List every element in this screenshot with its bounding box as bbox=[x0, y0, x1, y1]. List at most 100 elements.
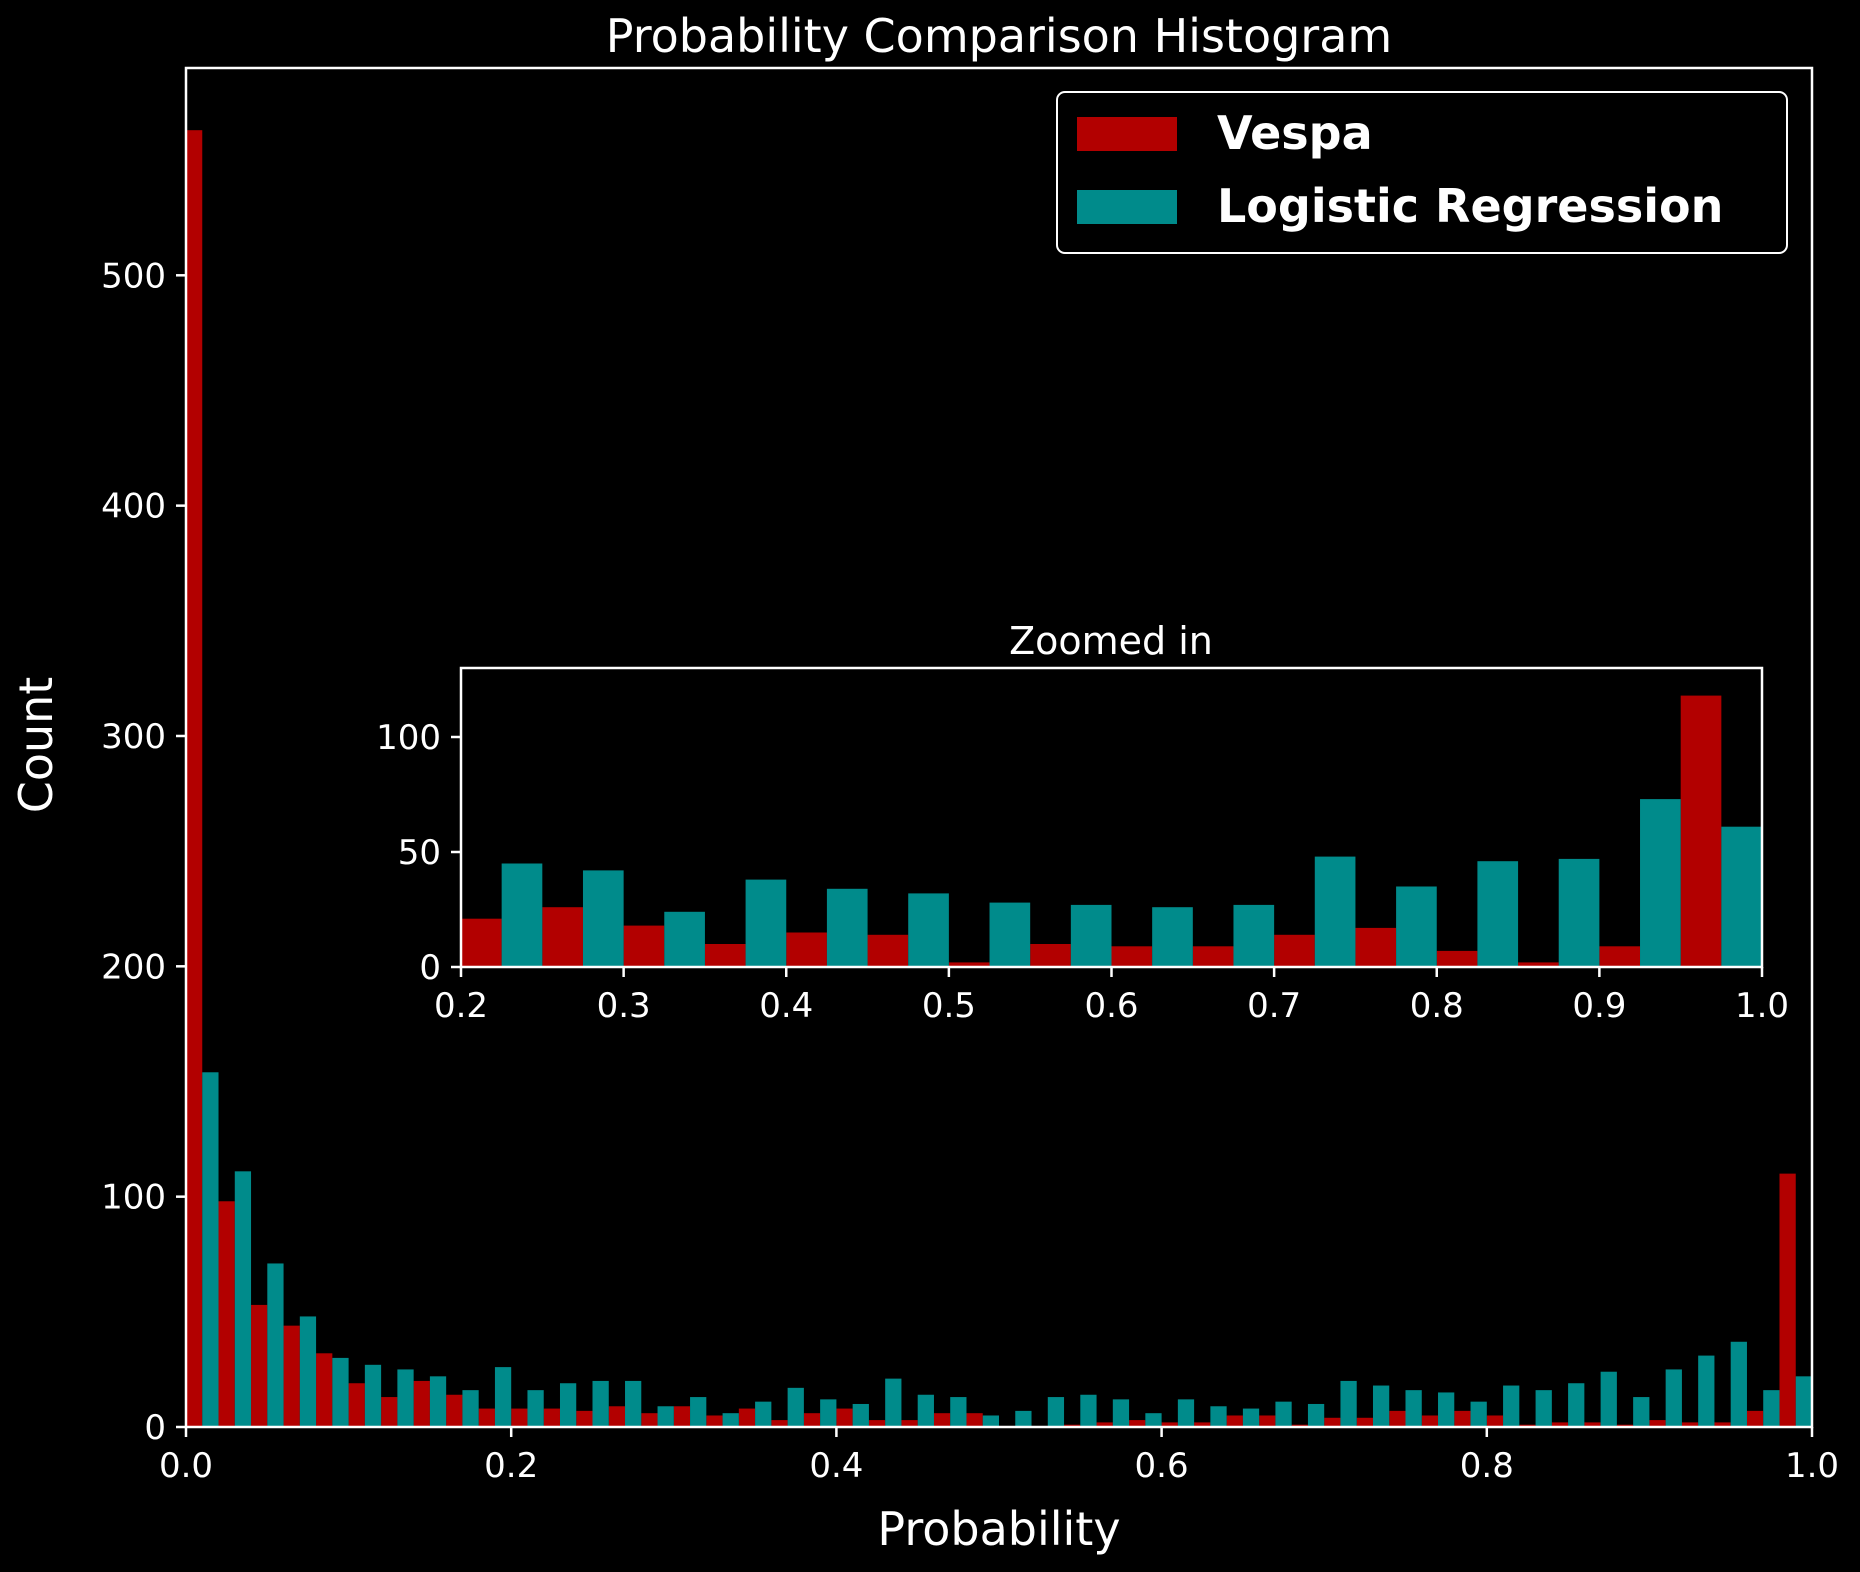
main-bar-logistic-regression-43 bbox=[1600, 1371, 1617, 1427]
main-bar-logistic-regression-13 bbox=[625, 1380, 642, 1427]
main-bar-logistic-regression-44 bbox=[1633, 1397, 1650, 1427]
inset-bar-vespa-9 bbox=[1192, 946, 1234, 967]
main-bar-logistic-regression-45 bbox=[1665, 1369, 1682, 1427]
main-bar-vespa-47 bbox=[1714, 1422, 1731, 1427]
main-bar-logistic-regression-12 bbox=[592, 1380, 609, 1427]
main-bar-logistic-regression-39 bbox=[1470, 1401, 1487, 1427]
inset-x-tick-label-4: 0.6 bbox=[1084, 986, 1138, 1026]
main-bar-logistic-regression-15 bbox=[690, 1397, 707, 1427]
main-bar-logistic-regression-32 bbox=[1242, 1408, 1260, 1427]
main-bar-vespa-5 bbox=[348, 1383, 365, 1427]
inset-bar-vespa-2 bbox=[623, 925, 665, 967]
inset-bar-vespa-8 bbox=[1111, 946, 1153, 967]
main-bar-vespa-43 bbox=[1584, 1422, 1601, 1427]
main-bar-logistic-regression-27 bbox=[1080, 1394, 1097, 1427]
main-bar-logistic-regression-49 bbox=[1795, 1376, 1812, 1427]
main-bar-logistic-regression-1 bbox=[234, 1171, 252, 1427]
inset-bar-logistic-regression-8 bbox=[1152, 907, 1193, 967]
inset-bar-logistic-regression-1 bbox=[582, 870, 624, 967]
main-x-tick-label-4: 0.8 bbox=[1460, 1446, 1514, 1486]
main-bar-logistic-regression-22 bbox=[917, 1394, 934, 1427]
main-bar-vespa-40 bbox=[1486, 1415, 1504, 1427]
main-bars bbox=[186, 130, 1812, 1428]
main-bar-vespa-30 bbox=[1161, 1422, 1178, 1427]
inset-x-tick-label-6: 0.8 bbox=[1410, 986, 1464, 1026]
main-bar-logistic-regression-26 bbox=[1047, 1397, 1065, 1427]
inset-bar-vespa-14 bbox=[1599, 946, 1641, 967]
inset-title: Zoomed in bbox=[1009, 619, 1213, 663]
main-bar-logistic-regression-31 bbox=[1210, 1406, 1227, 1427]
main-bar-logistic-regression-30 bbox=[1177, 1399, 1195, 1427]
main-bar-vespa-20 bbox=[836, 1408, 853, 1427]
main-x-tick-label-3: 0.6 bbox=[1135, 1446, 1189, 1486]
main-bar-vespa-42 bbox=[1551, 1422, 1569, 1427]
main-bar-vespa-35 bbox=[1324, 1417, 1341, 1427]
chart-title: Probability Comparison Histogram bbox=[606, 9, 1392, 63]
main-bar-logistic-regression-42 bbox=[1568, 1383, 1585, 1427]
main-x-tick-label-5: 1.0 bbox=[1785, 1446, 1839, 1486]
inset-bar-logistic-regression-4 bbox=[826, 888, 868, 967]
main-bar-logistic-regression-24 bbox=[982, 1415, 999, 1427]
main-bar-vespa-12 bbox=[576, 1410, 593, 1427]
x-axis-label: Probability bbox=[877, 1502, 1120, 1556]
main-y-tick-label-0: 0 bbox=[144, 1408, 166, 1448]
main-bar-vespa-6 bbox=[381, 1397, 398, 1427]
main-bar-vespa-4 bbox=[316, 1353, 333, 1427]
main-bar-vespa-24 bbox=[966, 1413, 983, 1427]
main-bar-logistic-regression-36 bbox=[1372, 1385, 1390, 1427]
main-bar-logistic-regression-0 bbox=[202, 1072, 219, 1427]
inset-bar-logistic-regression-13 bbox=[1558, 858, 1600, 967]
main-bar-logistic-regression-34 bbox=[1307, 1403, 1325, 1427]
main-bar-logistic-regression-3 bbox=[299, 1316, 317, 1427]
inset-bar-logistic-regression-10 bbox=[1314, 856, 1356, 967]
main-bar-vespa-3 bbox=[283, 1325, 300, 1427]
main-y-tick-label-5: 500 bbox=[101, 256, 166, 296]
main-bar-logistic-regression-20 bbox=[852, 1403, 869, 1427]
inset-bar-logistic-regression-6 bbox=[989, 902, 1031, 967]
main-bar-vespa-7 bbox=[413, 1380, 430, 1427]
main-bar-vespa-46 bbox=[1681, 1422, 1699, 1427]
inset-bar-vespa-15 bbox=[1680, 695, 1722, 967]
inset-y-axis: 0 50 100 bbox=[376, 718, 461, 988]
inset-bar-logistic-regression-0 bbox=[501, 863, 543, 967]
main-bar-logistic-regression-28 bbox=[1112, 1399, 1130, 1427]
main-bar-logistic-regression-48 bbox=[1763, 1390, 1780, 1427]
main-bar-logistic-regression-41 bbox=[1535, 1390, 1552, 1427]
main-bar-logistic-regression-23 bbox=[950, 1397, 967, 1427]
inset-bar-logistic-regression-11 bbox=[1396, 886, 1437, 967]
inset-x-tick-label-7: 0.9 bbox=[1572, 986, 1626, 1026]
inset-x-tick-label-5: 0.7 bbox=[1247, 986, 1301, 1026]
main-bar-vespa-32 bbox=[1226, 1415, 1243, 1427]
main-bar-logistic-regression-38 bbox=[1438, 1392, 1455, 1427]
inset-bar-vespa-10 bbox=[1274, 934, 1315, 967]
main-bar-logistic-regression-2 bbox=[267, 1263, 284, 1427]
inset-x-tick-label-0: 0.2 bbox=[434, 986, 488, 1026]
main-bar-vespa-22 bbox=[901, 1420, 918, 1427]
main-bar-vespa-39 bbox=[1454, 1410, 1471, 1427]
inset-bar-vespa-7 bbox=[1030, 944, 1071, 967]
main-bar-vespa-14 bbox=[641, 1413, 658, 1427]
main-bar-logistic-regression-4 bbox=[332, 1357, 349, 1427]
main-bar-logistic-regression-6 bbox=[397, 1369, 414, 1427]
main-x-tick-label-0: 0.0 bbox=[159, 1446, 213, 1486]
main-bar-vespa-36 bbox=[1356, 1417, 1373, 1427]
main-bar-logistic-regression-33 bbox=[1275, 1401, 1292, 1427]
inset-x-tick-label-8: 1.0 bbox=[1735, 986, 1789, 1026]
inset-y-tick-label-0: 0 bbox=[419, 948, 441, 988]
main-bar-vespa-9 bbox=[478, 1408, 495, 1427]
main-bar-vespa-16 bbox=[706, 1415, 723, 1427]
inset-bar-vespa-11 bbox=[1355, 927, 1397, 967]
inset-bar-logistic-regression-2 bbox=[664, 911, 705, 967]
inset-bar-vespa-3 bbox=[704, 944, 746, 967]
main-bar-logistic-regression-17 bbox=[755, 1401, 772, 1427]
main-bar-vespa-11 bbox=[543, 1408, 560, 1427]
inset-x-tick-label-2: 0.4 bbox=[759, 986, 813, 1026]
inset-bars bbox=[461, 695, 1762, 967]
main-bar-vespa-28 bbox=[1096, 1422, 1113, 1427]
main-bar-logistic-regression-25 bbox=[1015, 1410, 1032, 1427]
inset-bar-vespa-1 bbox=[542, 907, 583, 967]
main-bar-logistic-regression-21 bbox=[885, 1378, 902, 1427]
main-bar-logistic-regression-19 bbox=[820, 1399, 837, 1427]
main-bar-logistic-regression-7 bbox=[429, 1376, 447, 1427]
legend-label-vespa: Vespa bbox=[1217, 106, 1373, 160]
